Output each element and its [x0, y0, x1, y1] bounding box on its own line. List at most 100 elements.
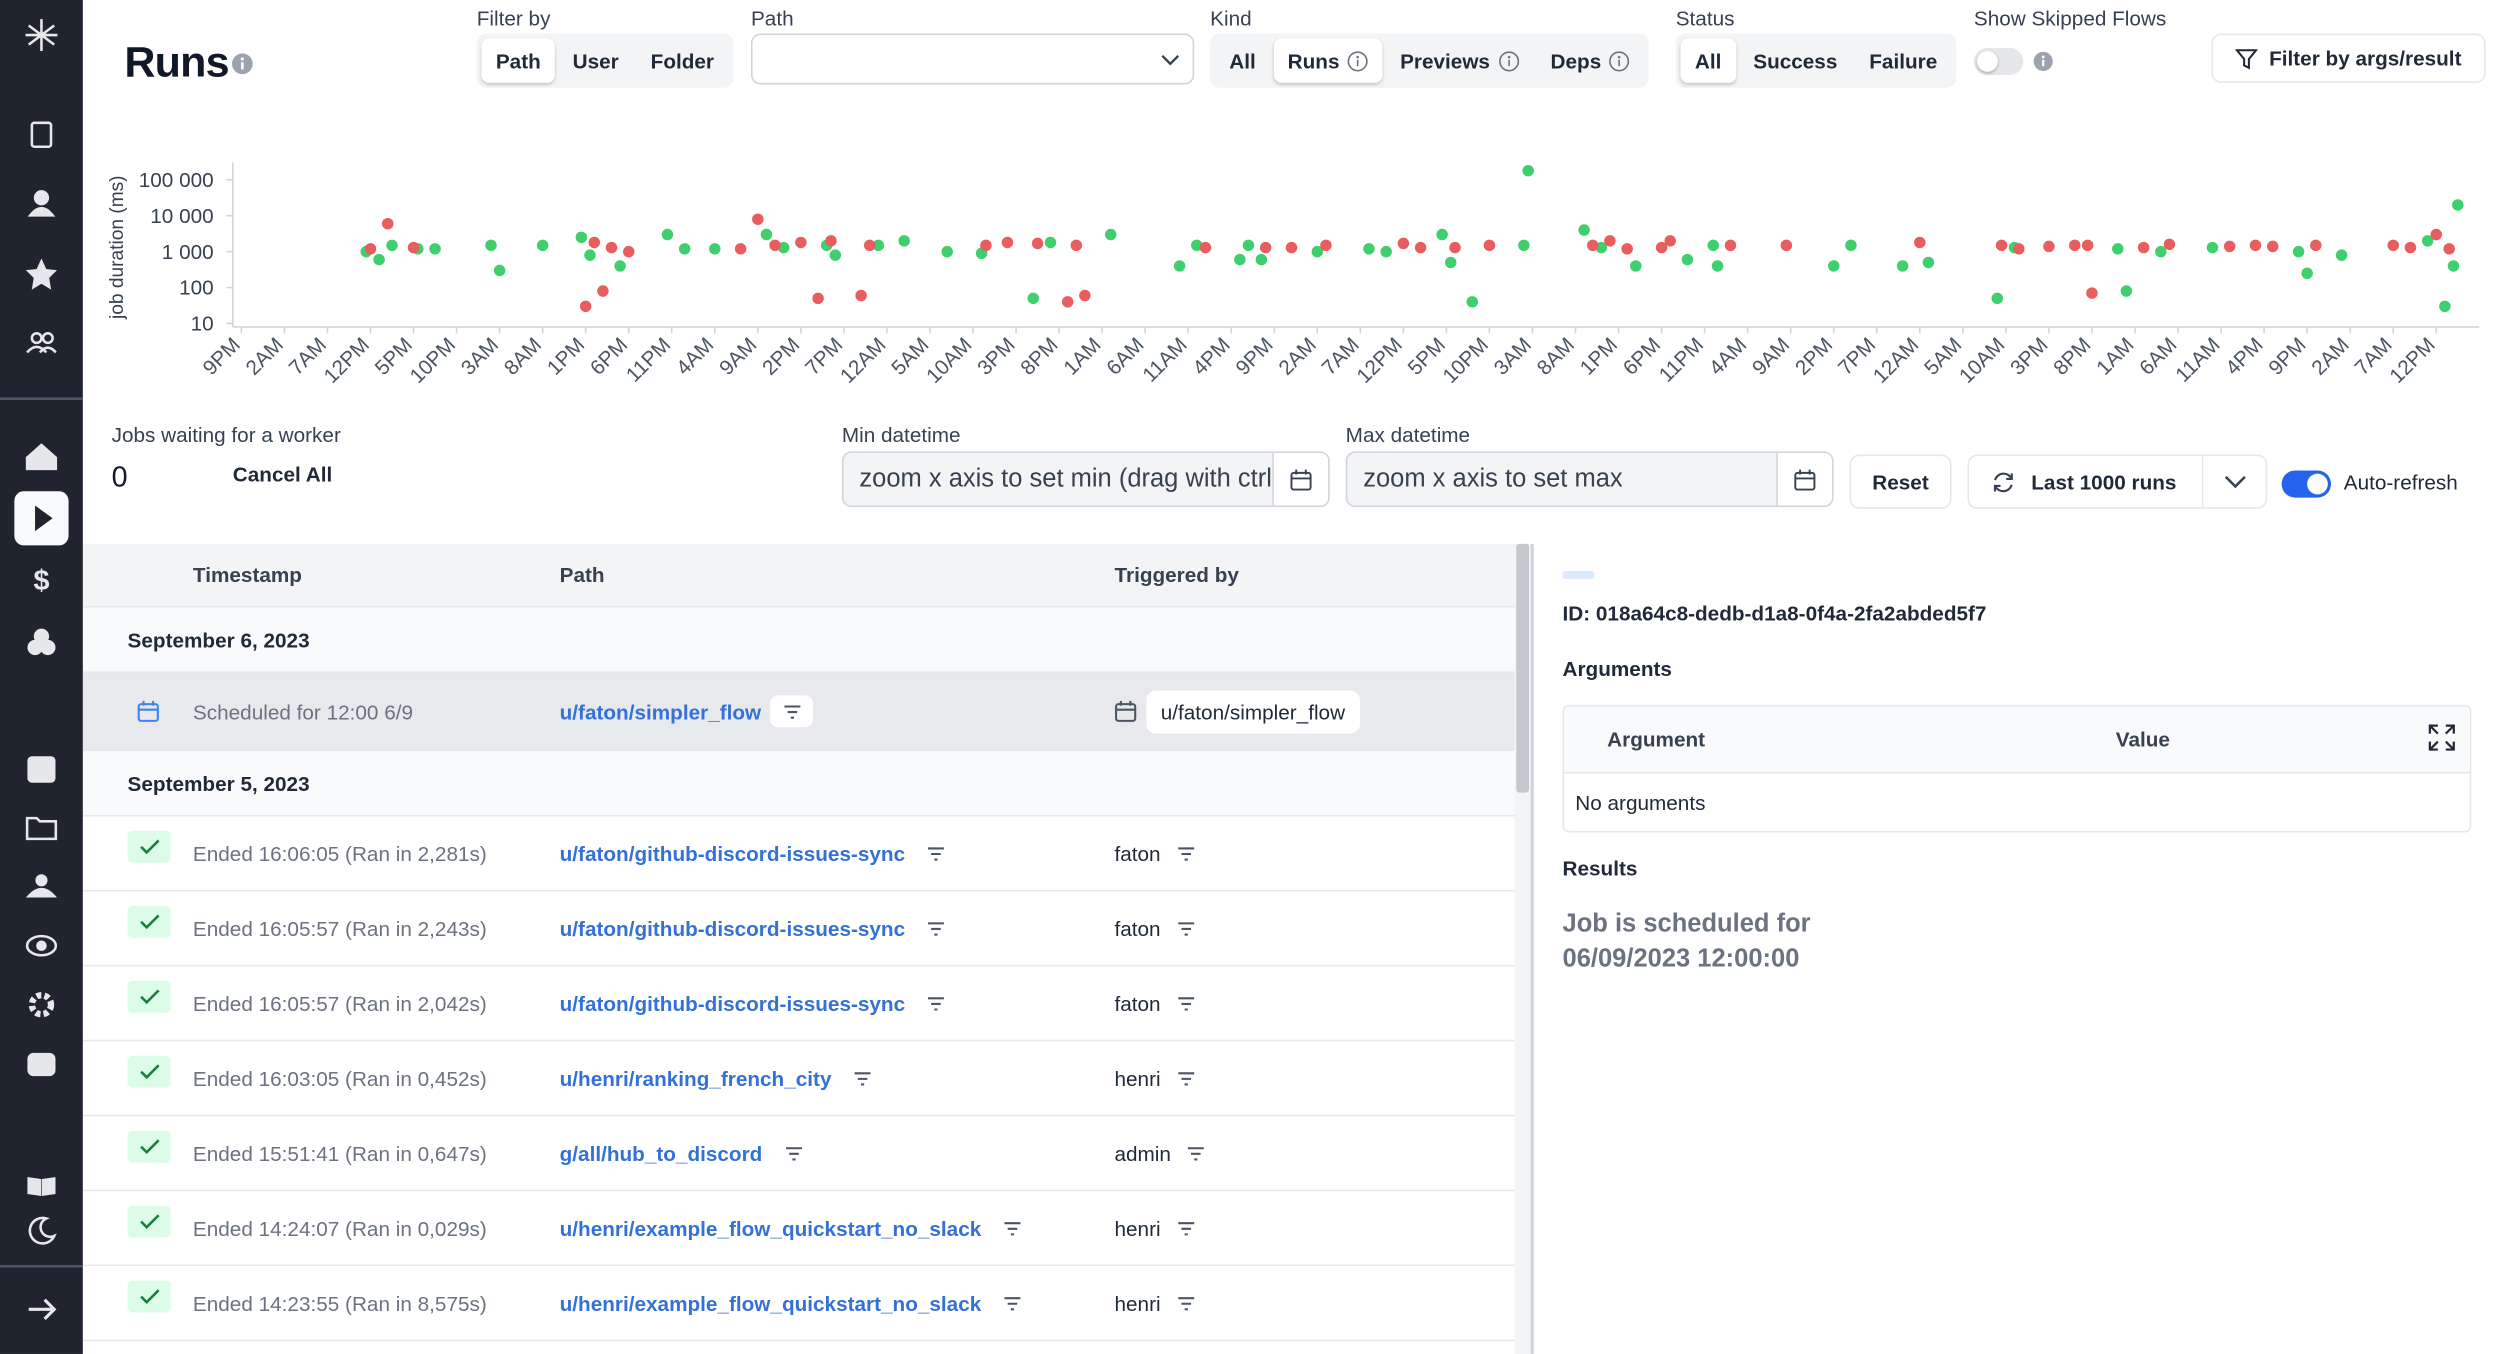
filter-option[interactable]: Folder	[636, 38, 728, 83]
nav-icon[interactable]	[33, 628, 50, 644]
filter-option[interactable]: Deps	[1536, 38, 1644, 83]
filter-option[interactable]: All	[1215, 38, 1270, 83]
filter-option[interactable]: User	[558, 38, 633, 83]
nav-icon[interactable]	[26, 345, 57, 354]
filter-path[interactable]	[915, 837, 958, 869]
scrollbar-thumb[interactable]	[1516, 543, 1530, 793]
data-point	[579, 300, 592, 313]
filter-icon	[1188, 1146, 1205, 1160]
nav-icon[interactable]	[27, 206, 56, 217]
path-link[interactable]: u/henri/ranking_french_city	[559, 1066, 832, 1091]
nav-icon[interactable]	[41, 332, 54, 345]
run-row[interactable]: Ended 16:05:57 (Ran in 2,042s) u/faton/gi…	[82, 966, 1515, 1042]
info-icon[interactable]	[231, 53, 253, 75]
nav-icon[interactable]: $	[33, 565, 49, 597]
queue-label: Jobs waiting for a worker	[111, 422, 341, 447]
chevron	[1161, 54, 1180, 66]
nav-icon[interactable]	[35, 874, 48, 887]
reset-button[interactable]: Reset	[1849, 454, 1952, 509]
icon-shape	[137, 703, 159, 722]
filter-user[interactable]	[1177, 994, 1196, 1012]
filter-path[interactable]	[915, 987, 958, 1019]
filter-user[interactable]	[1177, 844, 1196, 862]
run-row[interactable]: Scheduled for 12:00 6/9 u/faton/simpler_f…	[82, 673, 1515, 752]
path-link[interactable]: u/faton/github-discord-issues-sync	[559, 841, 906, 866]
expand-icon[interactable]	[2428, 724, 2455, 751]
nav-icon[interactable]	[28, 991, 55, 1018]
data-point	[1896, 260, 1909, 272]
filter-path[interactable]	[772, 1137, 815, 1169]
nav-icon[interactable]	[35, 505, 53, 532]
path-link[interactable]: u/henri/example_flow_quickstart_no_slack	[559, 1290, 982, 1315]
cancel-all[interactable]: Cancel All	[232, 462, 333, 487]
filter-path[interactable]	[991, 1212, 1034, 1244]
nav-icon[interactable]	[25, 887, 58, 898]
calendar-button[interactable]	[1776, 452, 1832, 506]
max-datetime[interactable]: zoom x axis to set max	[1345, 451, 1834, 508]
icon-shape	[1794, 471, 1816, 490]
nav-icon[interactable]	[28, 1216, 57, 1245]
run-row[interactable]: Ended 16:06:05 (Ran in 2,281s) u/faton/gi…	[82, 816, 1515, 892]
filter-user[interactable]	[1177, 1294, 1196, 1312]
nav-icon[interactable]	[25, 443, 58, 471]
filter-path[interactable]	[841, 1062, 884, 1094]
min-datetime[interactable]: zoom x axis to set min (drag with ctrl)	[841, 451, 1330, 508]
run-row[interactable]: Ended 16:05:57 (Ran in 2,243s) u/faton/gi…	[82, 891, 1515, 967]
icon-shape	[139, 914, 159, 930]
run-row[interactable]: Ended 14:24:07 (Ran in 0,029s) u/henri/ex…	[82, 1191, 1515, 1267]
expand-sidebar[interactable]	[28, 1298, 57, 1321]
path-select[interactable]	[750, 33, 1195, 85]
nav-icon[interactable]	[30, 332, 43, 345]
filter-option[interactable]: Success	[1739, 38, 1852, 83]
filter-user[interactable]	[1177, 1069, 1196, 1087]
filter-path[interactable]	[915, 912, 958, 944]
info-icon[interactable]	[2033, 51, 2054, 72]
path-link[interactable]: g/all/hub_to_discord	[559, 1141, 763, 1166]
nav-icon[interactable]	[36, 940, 47, 951]
toggle[interactable]	[1973, 47, 2024, 75]
run-row[interactable]: Ended 14:23:55 (Ran in 8,575s) u/henri/ex…	[82, 1266, 1515, 1342]
icon-shape	[1498, 50, 1519, 71]
job-id: ID: 018a64c8-dedb-d1a8-0f4a-2fa2abded5f7	[1562, 601, 1987, 626]
filter-option[interactable]: Path	[481, 38, 556, 83]
nav-icon[interactable]	[33, 190, 50, 206]
chevron[interactable]	[2224, 472, 2246, 491]
data-point	[2043, 240, 2055, 253]
filter-path[interactable]	[770, 695, 814, 728]
filter-option[interactable]: Previews	[1386, 38, 1533, 83]
data-point	[2266, 240, 2279, 253]
nav-icon[interactable]	[30, 121, 53, 148]
success-badge	[127, 980, 171, 1013]
run-row[interactable]: Ended 16:03:05 (Ran in 0,452s) u/henri/ra…	[82, 1041, 1515, 1117]
filter-option[interactable]: Runs	[1273, 38, 1383, 83]
filter-user[interactable]	[1177, 919, 1196, 937]
calendar-button[interactable]	[1272, 452, 1329, 506]
trigger-chip[interactable]: u/faton/simpler_flow	[1146, 689, 1360, 733]
nav-icon[interactable]	[27, 1052, 56, 1077]
nav-icon[interactable]	[27, 1177, 56, 1196]
nav-icon[interactable]	[25, 816, 58, 841]
calendar-icon	[1290, 468, 1312, 490]
path-link[interactable]: u/faton/github-discord-issues-sync	[559, 991, 906, 1016]
filter-option[interactable]: Failure	[1855, 38, 1952, 83]
filter-args-button[interactable]: Filter by args/result	[2211, 33, 2486, 83]
path-link[interactable]: u/faton/github-discord-issues-sync	[559, 916, 906, 941]
filter-user[interactable]	[1177, 1219, 1196, 1237]
runs-button[interactable]: Last 1000 runs	[1967, 454, 2268, 509]
nav-icon[interactable]	[25, 934, 58, 957]
path-link[interactable]: u/faton/simpler_flow	[559, 699, 762, 724]
toggle[interactable]	[2281, 470, 2332, 498]
nav-icon[interactable]	[40, 639, 56, 656]
run-row[interactable]: Ended 15:51:41 (Ran in 0,647s) g/all/hub_…	[82, 1116, 1515, 1192]
path-link[interactable]: u/henri/example_flow_quickstart_no_slack	[559, 1216, 982, 1240]
filter-path[interactable]	[991, 1287, 1034, 1319]
logo[interactable]	[25, 19, 58, 52]
y-tick-label: 100 000	[139, 169, 214, 192]
scheduled-icon	[137, 700, 159, 722]
filter-user[interactable]	[1187, 1144, 1206, 1162]
nav-icon[interactable]	[25, 258, 58, 290]
nav-icon[interactable]	[27, 756, 56, 783]
filter-option[interactable]: All	[1680, 38, 1736, 83]
data-point	[2086, 287, 2098, 299]
